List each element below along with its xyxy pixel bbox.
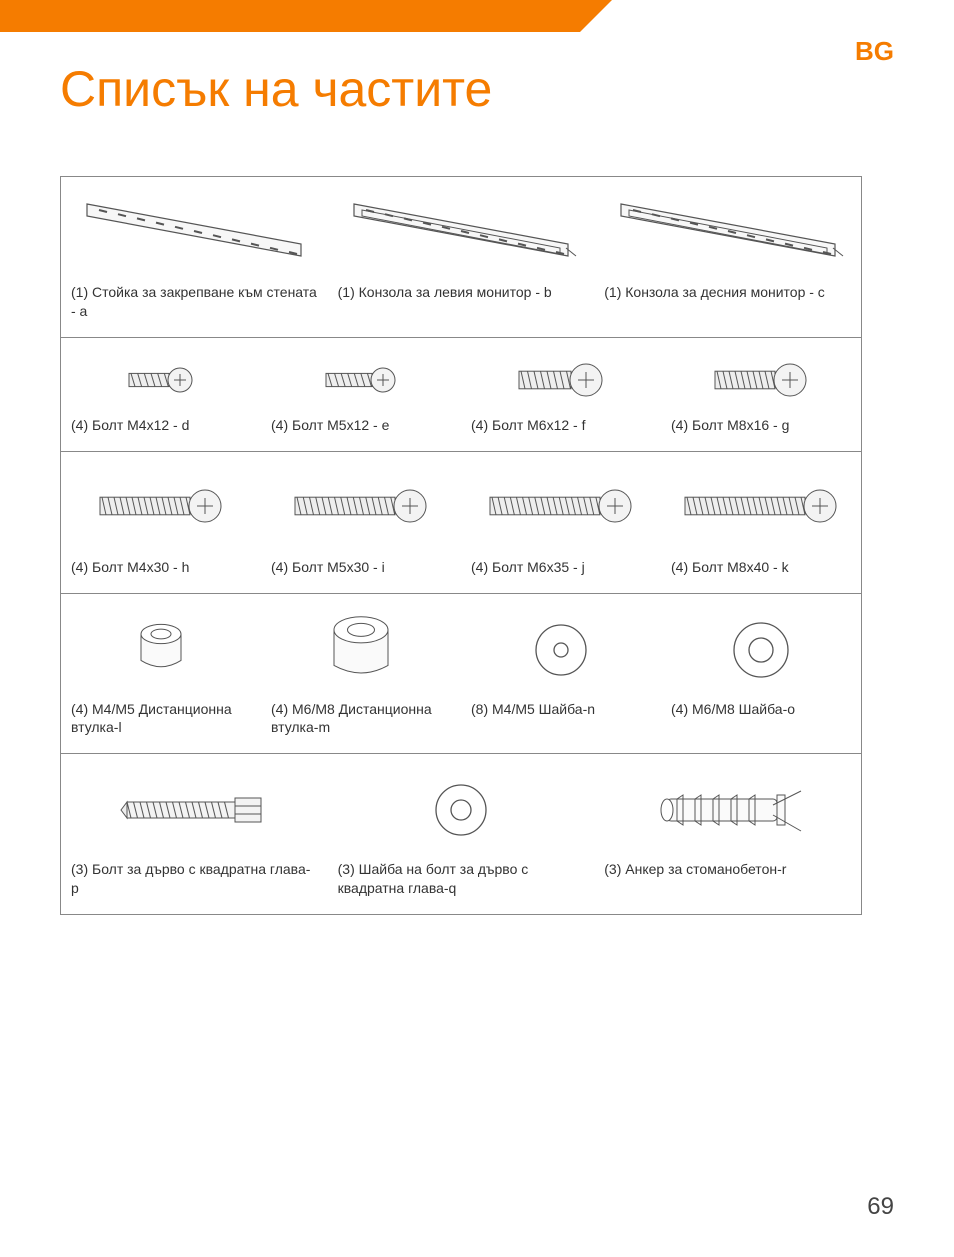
part-illustration <box>271 608 451 692</box>
part-cell: (4) Болт M8x40 - k <box>661 452 861 593</box>
part-illustration <box>471 466 651 546</box>
parts-row: (4) Болт M4x30 - h (4) Болт M5x30 - i (4… <box>61 452 861 594</box>
page-title: Списък на частите <box>60 60 492 118</box>
part-illustration <box>271 352 451 408</box>
part-illustration <box>471 352 651 408</box>
part-label: (4) M6/M8 Дистанционна втулка-m <box>271 700 451 738</box>
part-cell: (3) Анкер за стоманобетон-r <box>594 754 861 914</box>
part-illustration <box>471 608 651 692</box>
part-illustration <box>671 608 851 692</box>
part-cell: (1) Стойка за закрепване към стената - a <box>61 177 328 337</box>
part-label: (1) Конзола за левия монитор - b <box>338 283 585 302</box>
part-illustration <box>671 352 851 408</box>
part-cell: (4) Болт M5x30 - i <box>261 452 461 593</box>
part-label: (1) Конзола за десния монитор - c <box>604 283 851 302</box>
header-tab <box>0 0 580 32</box>
part-illustration <box>71 191 318 271</box>
parts-row: (1) Стойка за закрепване към стената - a… <box>61 177 861 338</box>
parts-table: (1) Стойка за закрепване към стената - a… <box>60 176 862 915</box>
part-label: (3) Болт за дърво с квадратна глава-p <box>71 860 318 898</box>
part-illustration <box>338 768 585 852</box>
part-cell: (4) Болт M6x35 - j <box>461 452 661 593</box>
part-label: (3) Анкер за стоманобетон-r <box>604 860 851 879</box>
part-label: (4) Болт M6x12 - f <box>471 416 651 435</box>
part-cell: (4) Болт M8x16 - g <box>661 338 861 451</box>
part-cell: (1) Конзола за левия монитор - b <box>328 177 595 337</box>
part-label: (8) M4/M5 Шайба-n <box>471 700 651 719</box>
part-label: (4) Болт M8x16 - g <box>671 416 851 435</box>
part-cell: (4) Болт M5x12 - e <box>261 338 461 451</box>
part-illustration <box>71 352 251 408</box>
parts-row: (4) M4/M5 Дистанционна втулка-l (4) M6/M… <box>61 594 861 755</box>
part-label: (4) Болт M5x30 - i <box>271 558 451 577</box>
part-label: (4) M4/M5 Дистанционна втулка-l <box>71 700 251 738</box>
part-label: (4) Болт M5x12 - e <box>271 416 451 435</box>
part-cell: (4) Болт M6x12 - f <box>461 338 661 451</box>
part-label: (4) M6/M8 Шайба-o <box>671 700 851 719</box>
part-cell: (4) M6/M8 Дистанционна втулка-m <box>261 594 461 754</box>
part-cell: (3) Шайба на болт за дърво с квадратна г… <box>328 754 595 914</box>
part-illustration <box>71 768 318 852</box>
part-label: (1) Стойка за закрепване към стената - a <box>71 283 318 321</box>
part-cell: (4) M4/M5 Дистанционна втулка-l <box>61 594 261 754</box>
part-label: (4) Болт M4x30 - h <box>71 558 251 577</box>
part-label: (4) Болт M8x40 - k <box>671 558 851 577</box>
part-cell: (1) Конзола за десния монитор - c <box>594 177 861 337</box>
page-number: 69 <box>867 1193 894 1221</box>
part-illustration <box>71 608 251 692</box>
part-illustration <box>338 191 585 271</box>
part-cell: (3) Болт за дърво с квадратна глава-p <box>61 754 328 914</box>
part-illustration <box>271 466 451 546</box>
part-cell: (8) M4/M5 Шайба-n <box>461 594 661 754</box>
parts-row: (4) Болт M4x12 - d (4) Болт M5x12 - e (4… <box>61 338 861 452</box>
part-label: (3) Шайба на болт за дърво с квадратна г… <box>338 860 585 898</box>
part-label: (4) Болт M4x12 - d <box>71 416 251 435</box>
parts-row: (3) Болт за дърво с квадратна глава-p (3… <box>61 754 861 914</box>
part-cell: (4) Болт M4x30 - h <box>61 452 261 593</box>
part-label: (4) Болт M6x35 - j <box>471 558 651 577</box>
language-code: BG <box>855 36 894 67</box>
part-cell: (4) M6/M8 Шайба-o <box>661 594 861 754</box>
part-illustration <box>71 466 251 546</box>
part-illustration <box>604 768 851 852</box>
part-illustration <box>604 191 851 271</box>
part-illustration <box>671 466 851 546</box>
part-cell: (4) Болт M4x12 - d <box>61 338 261 451</box>
